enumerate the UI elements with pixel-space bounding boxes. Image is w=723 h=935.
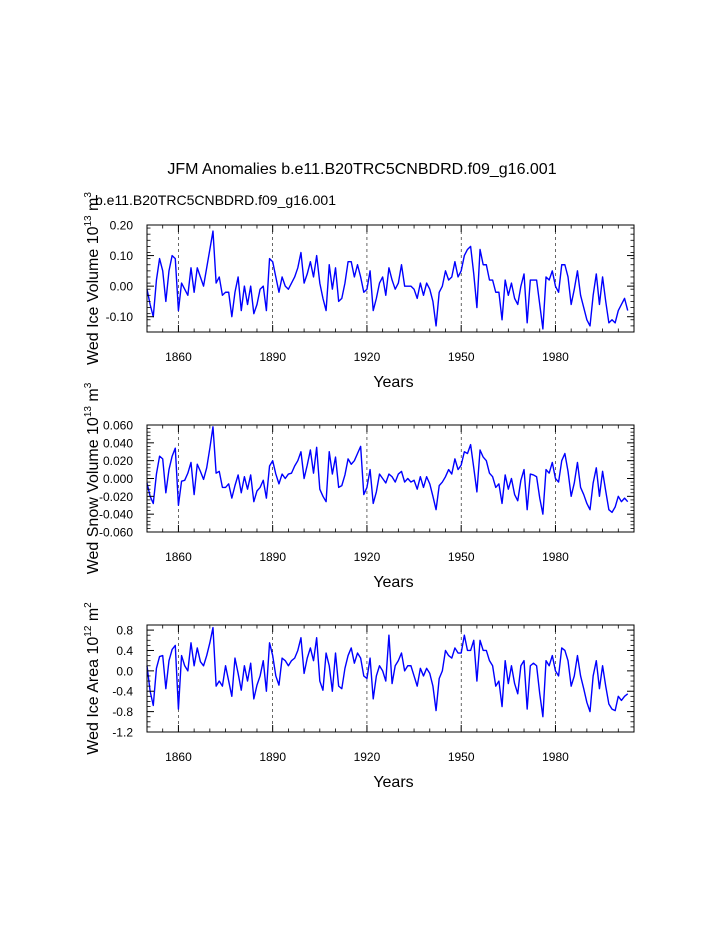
x-tick-label: 1920 <box>354 750 381 764</box>
series-label: b.e11.B20TRC5CNBDRD.f09_g16.001 <box>95 192 336 208</box>
y-axis-label-unit-exponent: 3 <box>83 192 94 198</box>
figure-title: JFM Anomalies b.e11.B20TRC5CNBDRD.f09_g1… <box>167 161 556 178</box>
y-tick-label: 0.4 <box>116 644 133 658</box>
series-line <box>146 230 629 330</box>
y-axis-label: Wed Ice Area 1012 m2 <box>83 602 102 755</box>
y-tick-label: -0.4 <box>112 685 133 699</box>
y-tick-label: 0.060 <box>103 419 133 433</box>
x-tick-label: 1920 <box>354 550 381 564</box>
y-tick-label: -0.8 <box>112 705 133 719</box>
y-axis-label-exponent: 13 <box>83 406 94 418</box>
y-tick-label: 0.00 <box>110 280 134 294</box>
series-line <box>146 426 629 515</box>
chart-panel-2: 1860 1890 1920 1950 1980 -0.060 -0.040 -0.020 0.… <box>83 382 635 591</box>
x-tick-label: 1950 <box>448 550 475 564</box>
x-tick-label: 1980 <box>542 750 569 764</box>
panels: 1860 1890 1920 1950 1980 -0.10 0.00 0.10 0.20 Yea… <box>83 192 635 791</box>
y-tick-label: -0.040 <box>99 508 133 522</box>
y-tick-label: 0.0 <box>116 664 133 678</box>
y-axis-label: Wed Ice Volume 1013 m3 <box>83 192 102 365</box>
x-tick-label: 1920 <box>354 350 381 364</box>
x-tick-label: 1890 <box>259 750 286 764</box>
y-tick-label: 0.20 <box>110 219 134 233</box>
y-tick-label: 0.040 <box>103 436 133 450</box>
y-axis-label-exponent: 12 <box>83 625 94 637</box>
y-tick-label: 0.000 <box>103 472 133 486</box>
x-tick-label: 1980 <box>542 550 569 564</box>
y-axis-label-unit-exponent: 2 <box>83 602 94 608</box>
y-axis-label-text: Wed Ice Volume 10 <box>85 226 102 365</box>
plot-frame <box>146 224 635 333</box>
y-tick-label: 0.020 <box>103 454 133 468</box>
y-axis-label-unit: m <box>85 608 102 626</box>
y-axis-label-text: Wed Ice Area 10 <box>85 637 102 755</box>
x-tick-label: 1890 <box>259 350 286 364</box>
x-tick-label: 1950 <box>448 350 475 364</box>
series-line <box>146 626 629 718</box>
x-tick-label: 1860 <box>165 750 192 764</box>
y-tick-label: -0.10 <box>106 310 134 324</box>
y-tick-label: 0.10 <box>110 249 134 263</box>
x-tick-label: 1860 <box>165 550 192 564</box>
y-axis-label-unit: m <box>85 388 102 406</box>
y-axis-label-unit-exponent: 3 <box>83 382 94 388</box>
x-tick-label: 1860 <box>165 350 192 364</box>
y-tick-label: 0.8 <box>116 624 133 638</box>
chart-panel-3: 1860 1890 1920 1950 1980 -1.2 -0.8 -0.4 0.0 0.4 0.… <box>83 602 635 791</box>
x-tick-label: 1950 <box>448 750 475 764</box>
y-axis-label-exponent: 13 <box>83 215 94 227</box>
y-tick-label: -0.060 <box>99 526 133 540</box>
x-tick-label: 1890 <box>259 550 286 564</box>
y-axis-label-unit: m <box>85 198 102 216</box>
x-axis-label: Years <box>373 774 413 791</box>
y-tick-label: -0.020 <box>99 490 133 504</box>
x-axis-label: Years <box>373 574 413 591</box>
x-tick-label: 1980 <box>542 350 569 364</box>
chart-panel-1: 1860 1890 1920 1950 1980 -0.10 0.00 0.10 0.20 Yea… <box>83 192 635 391</box>
y-axis-label: Wed Snow Volume 1013 m3 <box>83 382 102 574</box>
plot-frame <box>146 624 635 733</box>
y-tick-label: -1.2 <box>112 726 133 740</box>
x-axis-label: Years <box>373 374 413 391</box>
y-axis-label-text: Wed Snow Volume 10 <box>85 417 102 574</box>
